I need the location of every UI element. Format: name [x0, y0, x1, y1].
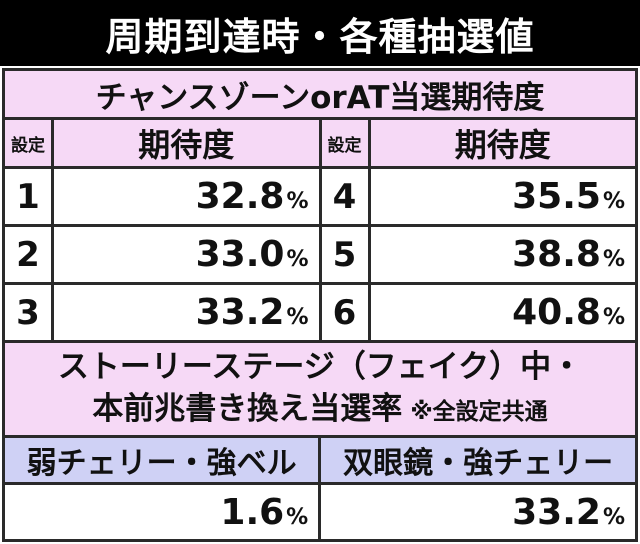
rewrite-header-line1: ストーリーステージ（フェイク）中・ [57, 348, 583, 385]
expectation-value: 32.8% [51, 166, 322, 227]
weak-cherry-strong-bell-header: 弱チェリー・強ベル [1, 435, 322, 485]
setting-number: 1 [2, 166, 54, 227]
expectation-column-header-right: 期待度 [367, 117, 638, 169]
setting-number: 3 [2, 282, 54, 343]
table-row: 1.6% 33.2% [1, 482, 638, 542]
percent-unit: % [602, 305, 625, 330]
table-row: 2 33.0% 5 38.8% [2, 224, 638, 285]
percent-unit: % [602, 504, 625, 530]
expectation-value: 38.8% [367, 224, 638, 285]
rewrite-header-line2: 本前兆書き換え当選率 ※全設定共通 [92, 390, 548, 427]
percent-unit: % [602, 189, 625, 214]
expectation-value: 33.2% [51, 282, 322, 343]
setting-column-header-left: 設定 [2, 117, 54, 169]
table-row: 1 32.8% 4 35.5% [2, 166, 638, 227]
setting-number: 4 [318, 166, 371, 227]
binocular-strong-cherry-header: 双眼鏡・強チェリー [318, 435, 638, 485]
expectation-value: 33.0% [51, 224, 322, 285]
weak-cherry-strong-bell-value: 1.6% [1, 482, 322, 542]
expectation-column-header-left: 期待度 [51, 117, 322, 169]
expectation-value: 35.5% [367, 166, 638, 227]
rewrite-table-header: ストーリーステージ（フェイク）中・ 本前兆書き換え当選率 ※全設定共通 [2, 340, 638, 438]
setting-column-header-right: 設定 [318, 117, 371, 169]
table-row: 3 33.2% 6 40.8% [2, 282, 638, 343]
percent-unit: % [602, 247, 625, 272]
cz-at-table-header: チャンスゾーンorAT当選期待度 [2, 68, 638, 120]
percent-unit: % [286, 189, 309, 214]
percent-unit: % [286, 504, 309, 530]
setting-number: 2 [2, 224, 54, 285]
setting-number: 6 [318, 282, 371, 343]
cz-at-expectation-table: チャンスゾーンorAT当選期待度 設定 期待度 設定 期待度 1 32.8% 4… [2, 68, 638, 343]
binocular-strong-cherry-value: 33.2% [318, 482, 638, 542]
expectation-value: 40.8% [367, 282, 638, 343]
percent-unit: % [286, 305, 309, 330]
percent-unit: % [286, 247, 309, 272]
page-title: 周期到達時・各種抽選値 [0, 0, 640, 66]
setting-number: 5 [318, 224, 371, 285]
rewrite-rate-table: ストーリーステージ（フェイク）中・ 本前兆書き換え当選率 ※全設定共通 弱チェリー… [1, 340, 638, 542]
all-settings-note: ※全設定共通 [410, 398, 548, 425]
